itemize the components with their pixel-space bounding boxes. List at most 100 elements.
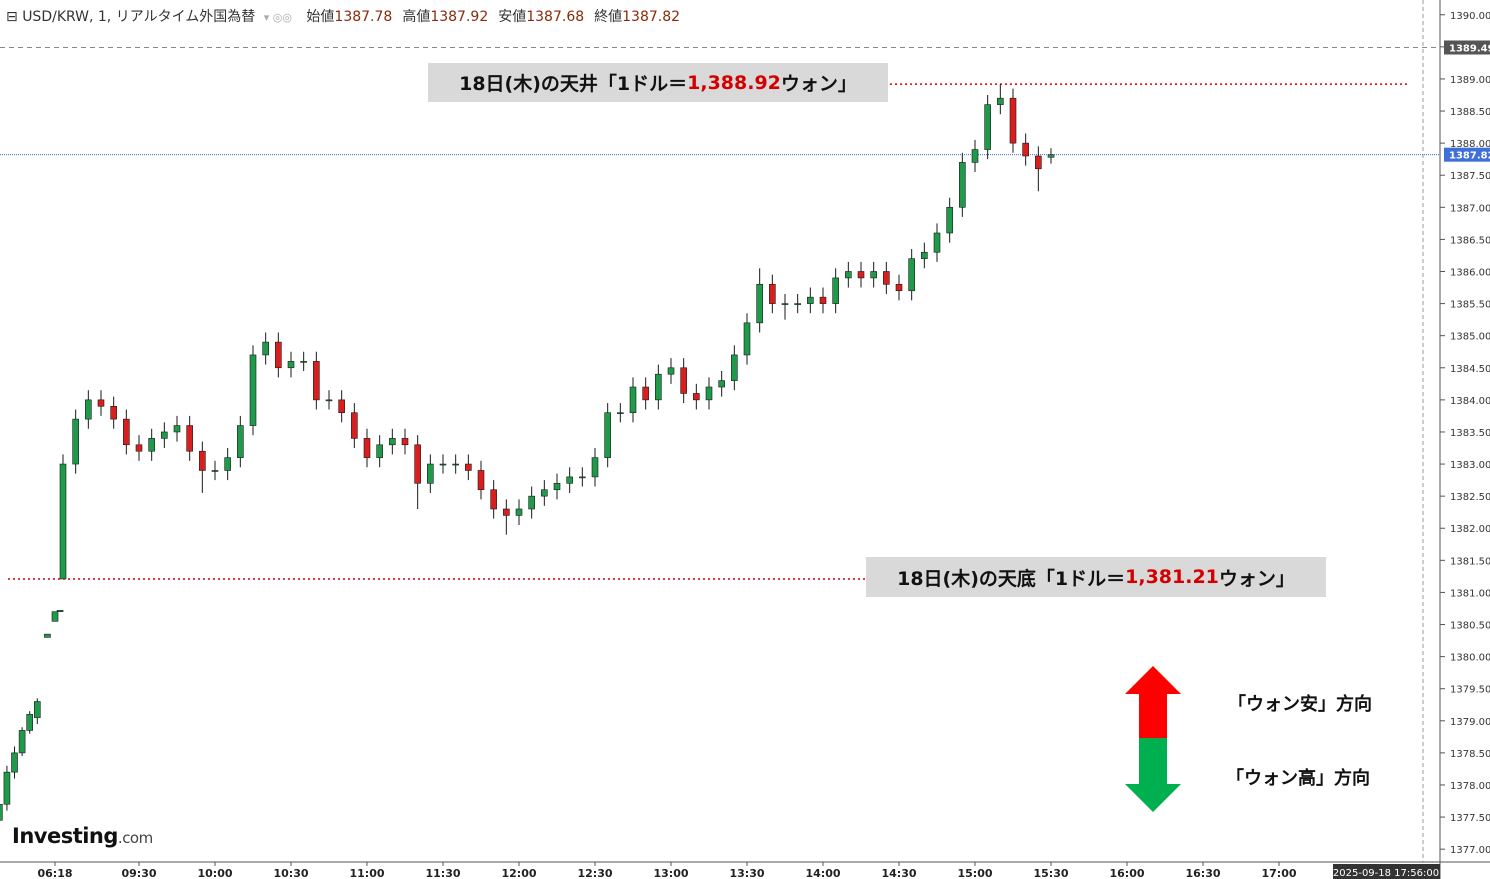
candle-body [832, 277, 839, 304]
candle-body [997, 97, 1004, 105]
candle-body [503, 508, 510, 516]
x-tick-label: 11:00 [349, 867, 384, 879]
candle-body [300, 361, 307, 363]
header-icons: ▾ ◎◎ [263, 11, 292, 24]
legend-text: 「ウォン高」方向 [1226, 768, 1370, 789]
y-tick-label: 1387.50 [1450, 171, 1490, 182]
y-tick-label: 1383.00 [1450, 460, 1490, 471]
candle-body [338, 399, 345, 414]
candle-body [743, 322, 751, 356]
candle-body [161, 431, 168, 439]
candle-body [1047, 154, 1055, 158]
x-tick-label: 12:00 [501, 867, 536, 879]
candle-body [97, 399, 105, 407]
timestamp: 2025-09-18 17:56:00 [1333, 868, 1439, 879]
stat-label: 高値 [402, 9, 431, 25]
candle-body [135, 444, 143, 452]
candle-body [72, 418, 79, 465]
y-tick-label: 1384.50 [1450, 364, 1490, 375]
watermark: Investing.com [12, 824, 153, 848]
candle-body [26, 714, 34, 731]
candle-body [515, 508, 523, 516]
x-tick-label: 11:30 [425, 867, 460, 879]
annotation-box: 18日(木)の天井「1ドル＝ 1,388.92 ウォン」 [428, 63, 888, 102]
x-tick-label: 15:30 [1033, 867, 1068, 879]
candle-body [655, 373, 662, 401]
arrow-up [1125, 666, 1181, 738]
candle-body [110, 405, 117, 420]
stat-value: 1387.78 [334, 9, 393, 25]
annotation-value: 1,388.92 [687, 71, 781, 94]
x-tick-label: 13:30 [729, 867, 764, 879]
x-tick-label: 10:30 [273, 867, 308, 879]
y-tick-label: 1386.00 [1450, 268, 1490, 279]
stat-label: 始値 [306, 9, 335, 25]
candle-body [959, 162, 966, 208]
y-tick-label: 1385.50 [1450, 300, 1490, 311]
candle-body [845, 271, 852, 279]
candle-body [794, 303, 801, 305]
candle-body [363, 438, 371, 458]
candle-body [0, 803, 3, 821]
candle-body [56, 610, 64, 612]
y-tick-label: 1379.00 [1450, 717, 1490, 728]
stat-value: 1387.82 [622, 9, 681, 25]
candle-body [553, 483, 561, 491]
y-tick-label: 1383.50 [1450, 428, 1490, 439]
candle-body [123, 418, 130, 446]
chart-title: USD/KRW, 1, リアルタイム外国為替 [22, 9, 256, 25]
candle-body [617, 412, 624, 415]
y-tick-label: 1382.50 [1450, 492, 1490, 503]
candle-body [604, 412, 611, 458]
candle-body [756, 284, 763, 324]
brand-suffix: .com [117, 829, 153, 847]
candle-body [452, 463, 459, 466]
candle-body [781, 303, 789, 305]
candle-body [33, 701, 41, 718]
last-price-label: 1387.82 [1449, 151, 1490, 162]
candle-body [211, 470, 219, 472]
candle-body [173, 425, 181, 433]
candle-body [85, 399, 92, 420]
candle-body [465, 463, 472, 471]
y-tick-label: 1387.00 [1450, 203, 1490, 214]
annotation-value: 1,381.21 [1125, 566, 1219, 588]
candle-body [1035, 155, 1042, 170]
candle-body [946, 207, 953, 234]
annotation-text: 18日(木)の天底「1ドル＝ [897, 567, 1126, 590]
legend-text: 「ウォン安」方向 [1228, 694, 1372, 715]
candle-body [705, 386, 713, 401]
x-tick-label: 09:30 [121, 867, 156, 879]
candle-body [1022, 142, 1029, 157]
x-tick-label: 12:30 [577, 867, 612, 879]
candle-body [807, 296, 814, 304]
y-tick-label: 1377.50 [1450, 813, 1490, 824]
candle-body [819, 296, 827, 304]
candle-body [693, 393, 700, 401]
x-tick-label: 06:18 [37, 867, 72, 879]
candle-body [490, 489, 497, 510]
candle-body [237, 425, 244, 458]
x-tick-label: 16:30 [1185, 867, 1220, 879]
candle-body [895, 284, 903, 292]
candle-body [401, 438, 409, 446]
candle-body [11, 752, 18, 773]
candle-body [933, 232, 941, 253]
candle-body [275, 341, 282, 369]
candle-body [908, 258, 915, 292]
candle-body [249, 354, 257, 426]
candle-body [224, 457, 231, 471]
marker-label-box [1444, 40, 1490, 55]
annotation-text: ウォン」 [1218, 567, 1295, 590]
candle-body [1009, 97, 1017, 144]
ohlc-stats: 始値1387.78 高値1387.92 安値1387.68 終値1387.82 [296, 9, 680, 25]
stat-label: 安値 [498, 9, 527, 25]
y-tick-label: 1384.00 [1450, 396, 1490, 407]
candle-body [718, 380, 725, 388]
candle-body [3, 771, 11, 805]
candle-body [883, 271, 890, 285]
candle-body [870, 271, 877, 279]
y-tick-label: 1386.50 [1450, 235, 1490, 246]
x-tick-label: 14:00 [805, 867, 840, 879]
candle-body [971, 149, 979, 163]
